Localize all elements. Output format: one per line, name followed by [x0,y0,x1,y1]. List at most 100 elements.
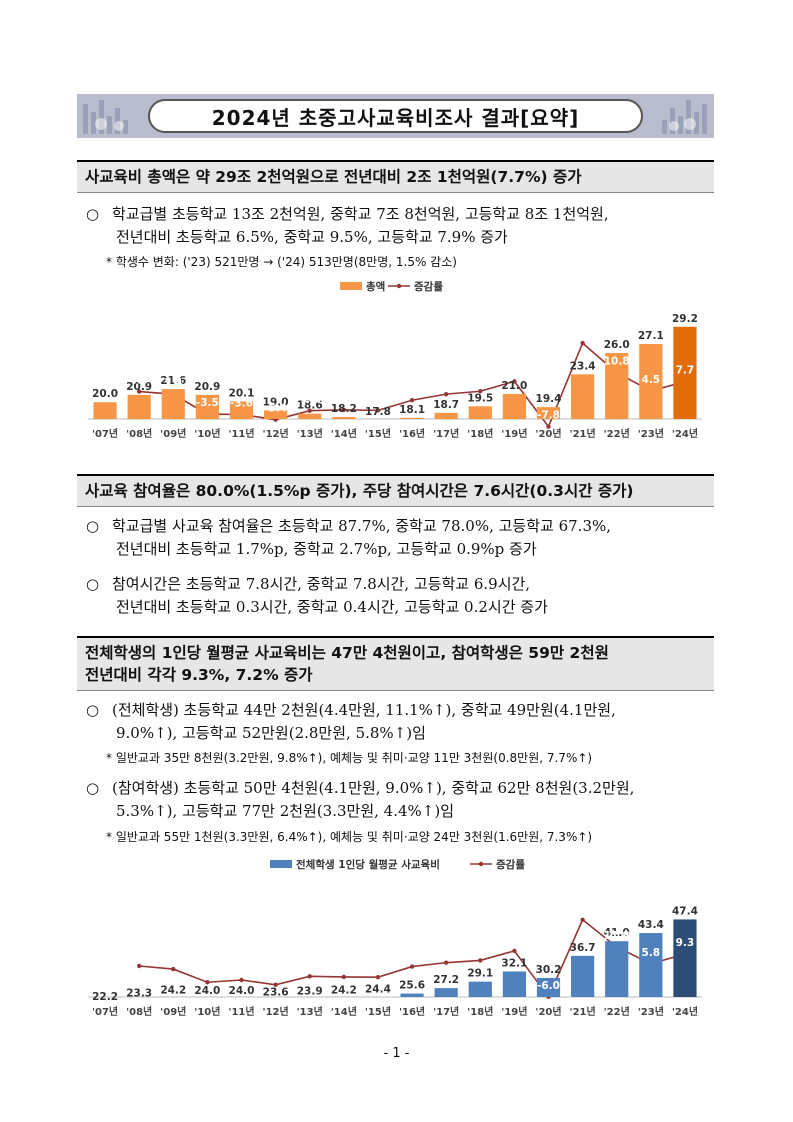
x-tick-label: '16년 [399,427,425,440]
rate-value-label: 4.3 [130,375,149,387]
x-tick-label: '11년 [228,427,254,440]
rate-value-label: 0.0 [232,963,251,975]
x-tick-label: '24년 [672,427,698,440]
x-tick-label: '23년 [638,427,664,440]
rate-point [443,391,449,397]
rate-value-label: 4.4 [471,374,490,386]
section1-bullet1: ○ 학교급별 초등학교 13조 2천억원, 중학교 7조 8천억원, 고등학교 8… [86,203,714,249]
section3-note1: * 일반교과 35만 8천원(3.2만원, 9.8%↑), 예체능 및 취미·교… [106,749,592,767]
rate-point [512,948,517,954]
bar-value-label: 27.2 [433,974,459,986]
bar-value-label: 21.6 [160,375,186,387]
x-tick-label: '19년 [501,427,527,440]
rate-point [341,407,347,412]
x-tick-label: '10년 [194,427,220,440]
bar [400,993,424,997]
rate-value-label: 10.8 [604,356,630,368]
x-tick-label: '08년 [126,1005,152,1018]
x-tick-label: '20년 [535,1005,561,1018]
rate-value-label: 1.3 [300,959,319,971]
bar-value-label: 18.6 [297,400,323,412]
bar-value-label: 18.2 [331,403,357,415]
bar [332,416,356,419]
legend-swatch-bar [270,860,292,868]
bar-value-label: 21.0 [501,380,527,392]
legend-swatch-marker [478,861,484,867]
rate-point [307,408,312,413]
bar-value-label: 24.2 [331,984,357,996]
x-tick-label: '13년 [297,1005,323,1018]
bar-value-label: 19.5 [467,392,493,404]
rate-value-label: 4.8 [403,950,422,962]
bar [264,410,288,419]
bar-value-label: 20.9 [126,381,152,393]
chart-legend: 전체학생 1인당 월평균 사교육비 증감률 [270,858,525,871]
title-decoration-right [662,100,707,134]
x-tick-label: '09년 [160,1005,186,1018]
section3-heading: 전체학생의 1인당 월평균 사교육비는 47만 4천원이고, 참여학생은 59만… [77,636,714,691]
rate-point [171,966,176,972]
bar [127,394,151,419]
rate-value-label: -2.2 [366,393,389,405]
bar [536,977,561,997]
legend-label-line: 증감률 [496,859,525,871]
rate-point [478,389,483,394]
bar-value-label: 23.9 [297,985,323,997]
bar [571,955,595,997]
section1-heading: 사교육비 총액은 약 29조 2천억원으로 전년대비 2조 1천억원(7.7%)… [77,160,714,193]
rate-value-label: -3.6 [230,397,253,409]
rate-value-label: -0.8 [196,965,219,977]
bar-value-label: 43.4 [638,919,664,931]
rate-value-label: 11.8 [604,930,630,942]
rate-point [205,980,210,985]
rate-point [136,963,142,969]
bar [502,394,526,419]
x-tick-label: '22년 [604,427,630,440]
rate-value-label: -3.5 [196,397,219,409]
rate-value-label: 1.1 [335,960,354,972]
rate-value-label: 21.0 [570,326,596,338]
bar-value-label: 41.0 [604,927,630,939]
x-tick-label: '14년 [331,427,357,440]
bullet-text: 학교급별 사교육 참여율은 초등학교 87.7%, 중학교 78.0%, 고등학… [112,517,612,535]
x-tick-label: '08년 [126,427,152,440]
rate-point [580,917,585,922]
x-tick-label: '21년 [570,427,596,440]
rate-point [273,982,278,987]
x-tick-label: '07년 [92,427,118,440]
bullet-mark: ○ [86,517,100,535]
bar-value-label: 20.9 [194,381,220,393]
bar [605,941,629,997]
x-tick-label: '09년 [160,427,186,440]
rate-value-label: -5.4 [264,403,287,415]
note-mark: * [106,255,112,269]
section3-bullet2: ○ (참여학생) 초등학교 50만 4천원(4.1만원, 9.0%↑), 중학교 … [86,777,714,823]
x-tick-label: '15년 [365,427,391,440]
rate-value-label: 4.5 [642,374,661,386]
bullet-text: 전년대비 초등학교 1.7%p, 중학교 2.7%p, 고등학교 0.9%p 증… [116,540,537,558]
bullet-text: 전년대비 초등학교 6.5%, 중학교 9.5%, 고등학교 7.9% 증가 [116,228,508,246]
bullet-text: (전체학생) 초등학교 44만 2천원(4.4만원, 11.1%↑), 중학교 … [112,701,616,719]
x-tick-label: '16년 [399,1005,425,1018]
note-mark: * [106,751,112,765]
bar [298,413,322,419]
rate-point [239,977,244,983]
section2-bullet2: ○ 참여시간은 초등학교 7.8시간, 중학교 7.8시간, 고등학교 6.9시간… [86,573,714,619]
bar [536,407,561,419]
bar-value-label: 47.4 [672,905,698,917]
bar [673,326,697,419]
bar-value-label: 18.1 [399,404,425,416]
bar-value-label: 30.2 [536,964,562,976]
bar-value-label: 17.8 [365,406,391,418]
section2-heading: 사교육 참여율은 80.0%(1.5%p 증가), 주당 참여시간은 7.6시간… [77,474,714,507]
bar-value-label: 23.6 [263,986,289,998]
bar-value-label: 25.6 [399,980,425,992]
x-tick-label: '21년 [570,1005,596,1018]
x-tick-label: '15년 [365,1005,391,1018]
rate-point [307,974,312,979]
legend-label-bar: 전체학생 1인당 월평균 사교육비 [296,858,440,871]
bullet-mark: ○ [86,205,100,223]
rate-value-label: 7.8 [505,364,524,376]
rate-value-label: 3.4 [437,377,456,389]
x-tick-label: '22년 [604,1005,630,1018]
